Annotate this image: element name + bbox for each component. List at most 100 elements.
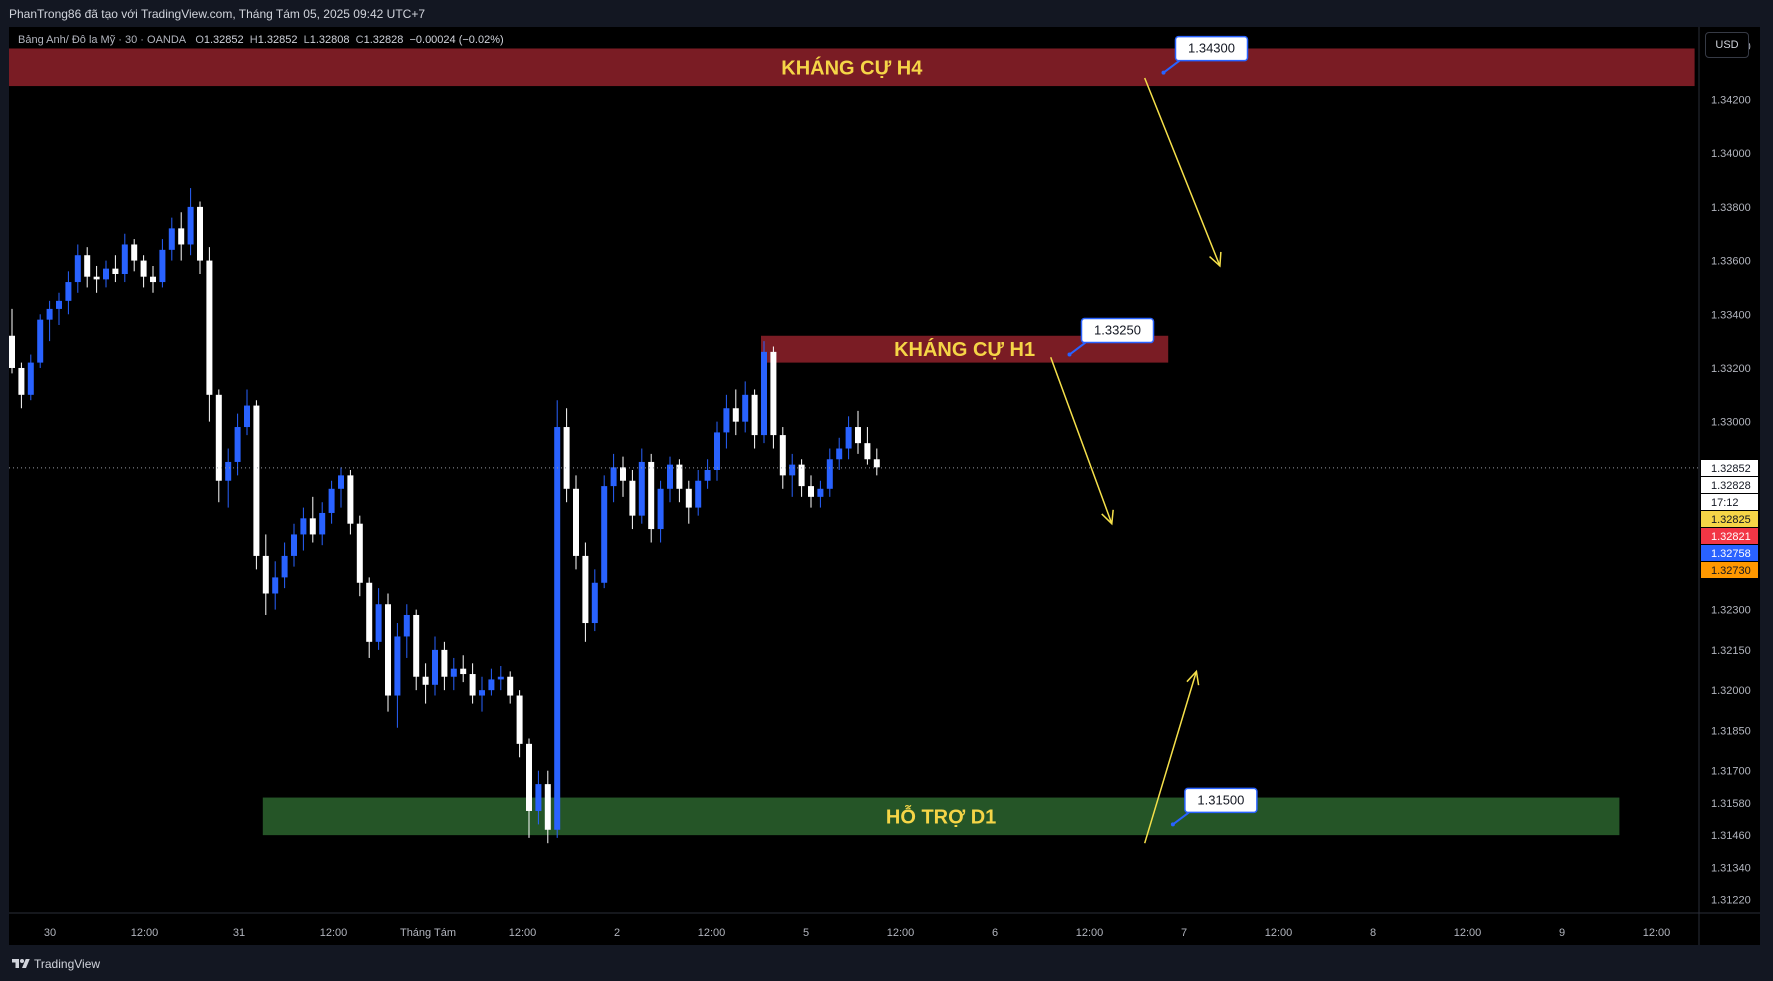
candle-body	[394, 636, 401, 696]
candle-body	[215, 394, 222, 481]
callout-pointer	[1068, 341, 1087, 356]
candle-body	[855, 427, 861, 444]
callout-anchor	[1170, 822, 1175, 827]
candle-body	[413, 614, 420, 677]
candle-body	[761, 351, 767, 436]
candle-body	[648, 461, 655, 530]
time-tick-label: 12:00	[1454, 927, 1482, 939]
tradingview-brand: TradingView	[34, 957, 101, 971]
candle-body	[591, 582, 598, 624]
price-tag-box	[1701, 460, 1758, 476]
callout-box	[1184, 787, 1258, 814]
candle-body	[178, 228, 185, 245]
candle-body	[535, 784, 542, 811]
candle-body	[742, 394, 749, 422]
time-tick-label: 12:00	[1076, 927, 1104, 939]
candle-body	[103, 268, 109, 280]
symbol-name[interactable]: Bảng Anh/ Đô la Mỹ · 30 · OANDA	[18, 34, 187, 46]
price-tags: 1.32852 1.32828 17:12 1.32825 1.32821 1.32758…	[1701, 460, 1758, 578]
price-tag-box	[1701, 477, 1758, 493]
candle-body	[187, 206, 194, 245]
callout-text: 1.34300	[1188, 41, 1235, 56]
candle-body	[817, 488, 824, 497]
price-tick-label: 1.31220	[1711, 895, 1751, 907]
candle-body	[272, 577, 279, 594]
candle-body	[620, 467, 626, 481]
candle-body	[704, 470, 711, 481]
candle-body	[385, 604, 391, 696]
candle-body	[770, 351, 777, 436]
candle-body	[18, 367, 25, 395]
trend-arrow-head	[1209, 251, 1222, 268]
candle-body	[150, 276, 156, 283]
candles-layer	[9, 188, 880, 844]
time-axis[interactable]: 30 12:00 31 12:00 Tháng Tám 12:00 2 12:00 5 12:00…	[44, 927, 1670, 939]
callout-anchor	[1067, 352, 1072, 357]
candle-body	[225, 461, 232, 481]
candle-body	[779, 435, 786, 476]
candle-body	[253, 405, 260, 556]
candle-body	[432, 649, 438, 685]
candle-body	[46, 308, 53, 320]
candle-body	[450, 668, 457, 677]
candle-body	[281, 555, 288, 578]
currency-button[interactable]: USD	[1705, 32, 1749, 58]
candle-body	[37, 319, 44, 363]
time-tick-label: 30	[44, 927, 56, 939]
candle-body	[112, 268, 119, 275]
candle-body	[375, 604, 382, 642]
candle-body	[291, 534, 297, 556]
candle-body	[544, 784, 551, 830]
price-tag-text: 17:12	[1711, 497, 1739, 509]
candle-body	[695, 480, 702, 508]
time-tick-label: 12:00	[509, 927, 537, 939]
price-tick-label: 1.33600	[1711, 256, 1751, 268]
candle-body	[131, 244, 138, 261]
low-label: L	[303, 34, 310, 46]
time-tick-label: Tháng Tám	[400, 927, 456, 939]
candle-body	[319, 512, 326, 535]
candle-body	[798, 464, 805, 487]
candle-body	[864, 443, 871, 460]
candle-body	[638, 461, 645, 516]
zone-rect	[262, 797, 1620, 836]
price-tick-label: 1.31700	[1711, 766, 1751, 778]
callout-text: 1.33250	[1094, 323, 1141, 338]
candle-body	[140, 260, 147, 277]
candle-body	[347, 475, 354, 524]
time-tick-label: 12:00	[887, 927, 915, 939]
price-tag-box	[1701, 528, 1758, 544]
price-tick-label: 1.31460	[1711, 830, 1751, 842]
top-caption-bar: PhanTrong86 đã tạo với TradingView.com, …	[0, 0, 1773, 27]
candle-body	[873, 459, 880, 468]
candle-body	[338, 475, 344, 489]
high-label: H	[249, 34, 258, 46]
time-tick-label: 5	[803, 927, 809, 939]
symbol-info-bar[interactable]: Bảng Anh/ Đô la Mỹ · 30 · OANDA O1.32852…	[18, 34, 504, 46]
candle-body	[403, 614, 410, 637]
candle-body	[93, 276, 100, 280]
candle-body	[356, 523, 363, 583]
zone-label: KHÁNG CỰ H1	[894, 338, 1035, 361]
candle-body	[667, 464, 673, 489]
price-tag-box	[1701, 562, 1758, 578]
trend-arrow-line	[1144, 77, 1221, 267]
time-tick-label: 12:00	[131, 927, 159, 939]
price-tick-label: 1.31340	[1711, 862, 1751, 874]
chart-frame[interactable]	[9, 27, 1760, 945]
time-tick-label: 12:00	[1265, 927, 1293, 939]
time-tick-label: 7	[1181, 927, 1187, 939]
callout-pointer	[1172, 811, 1190, 826]
candle-body	[328, 488, 335, 513]
zone-label: HỖ TRỢ D1	[886, 804, 996, 828]
high-value: 1.32852	[257, 34, 298, 46]
annotation-layer: 1.34300 1.33250 1.31500	[9, 35, 1699, 844]
trend-arrow-head	[1186, 669, 1200, 686]
price-tick-label: 1.31580	[1711, 798, 1751, 810]
candle-body	[168, 228, 175, 250]
time-tick-label: 31	[233, 927, 245, 939]
time-tick-label: 12:00	[1643, 927, 1671, 939]
candle-body	[808, 486, 814, 497]
candle-body	[789, 464, 796, 476]
